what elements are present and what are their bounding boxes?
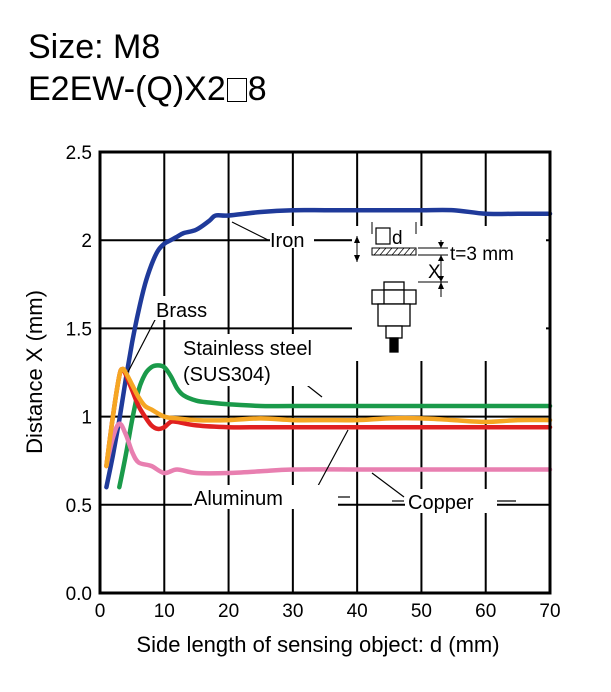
model-prefix: E2EW-(Q)X2	[28, 70, 226, 108]
tick-labels: 0 10 20 30 40 50 60 70 0.0 0.5 1 1.5 2 2.5	[66, 143, 561, 622]
proximity-sensor-icon	[371, 281, 417, 353]
copper-label: Copper	[408, 492, 474, 514]
annotation-labels: Iron Brass Stainless steel (SUS304) Alum…	[154, 226, 497, 514]
x-tick-label: 40	[347, 601, 368, 622]
inset-x-label: X	[428, 262, 441, 283]
y-tick-label: 1.5	[66, 319, 92, 340]
size-title: Size: M8	[28, 28, 161, 66]
brass-label: Brass	[156, 300, 207, 322]
model-title: E2EW-(Q)X2 8	[28, 68, 267, 110]
stainless-label-line2: (SUS304)	[183, 364, 271, 386]
iron-label: Iron	[270, 230, 304, 252]
inset-d-label: d	[392, 228, 403, 249]
x-tick-label: 20	[218, 601, 239, 622]
y-tick-label: 0.5	[66, 496, 92, 517]
d-square-icon	[375, 227, 391, 245]
y-tick-label: 0.0	[66, 584, 92, 605]
y-tick-label: 2.5	[66, 143, 92, 164]
stainless-label-line1: Stainless steel	[183, 338, 312, 360]
iron-leader	[231, 221, 269, 241]
x-axis-label: Side length of sensing object: d (mm)	[136, 632, 499, 657]
series-line-iron	[104, 207, 553, 490]
series-line-brass	[104, 366, 553, 469]
series-layer	[104, 207, 553, 490]
y-tick-label: 2	[81, 231, 92, 252]
x-tick-label: 0	[95, 601, 106, 622]
placeholder-box-icon	[226, 78, 247, 102]
x-tick-label: 70	[539, 601, 560, 622]
y-axis-label: Distance X (mm)	[22, 290, 47, 454]
annotation-leaders	[127, 221, 516, 502]
x-tick-label: 10	[154, 601, 175, 622]
series-line-stainless-steel-sus304	[117, 363, 553, 490]
brass-leader	[127, 317, 157, 373]
x-tick-label: 60	[475, 601, 496, 622]
inset-t-label: t=3 mm	[450, 244, 514, 265]
aluminum-label: Aluminum	[194, 488, 283, 510]
copper-leader	[371, 472, 405, 498]
model-suffix: 8	[247, 70, 267, 108]
x-tick-label: 50	[411, 601, 432, 622]
sensing-plate	[371, 247, 417, 256]
sensor-inset-diagram: d t=3 mm X	[352, 222, 546, 361]
y-tick-label: 1	[81, 408, 92, 429]
plot-frame	[98, 150, 552, 595]
x-tick-label: 30	[282, 601, 303, 622]
series-line-copper	[104, 421, 553, 476]
title-block: Size: M8 E2EW-(Q)X2 8	[28, 26, 267, 110]
